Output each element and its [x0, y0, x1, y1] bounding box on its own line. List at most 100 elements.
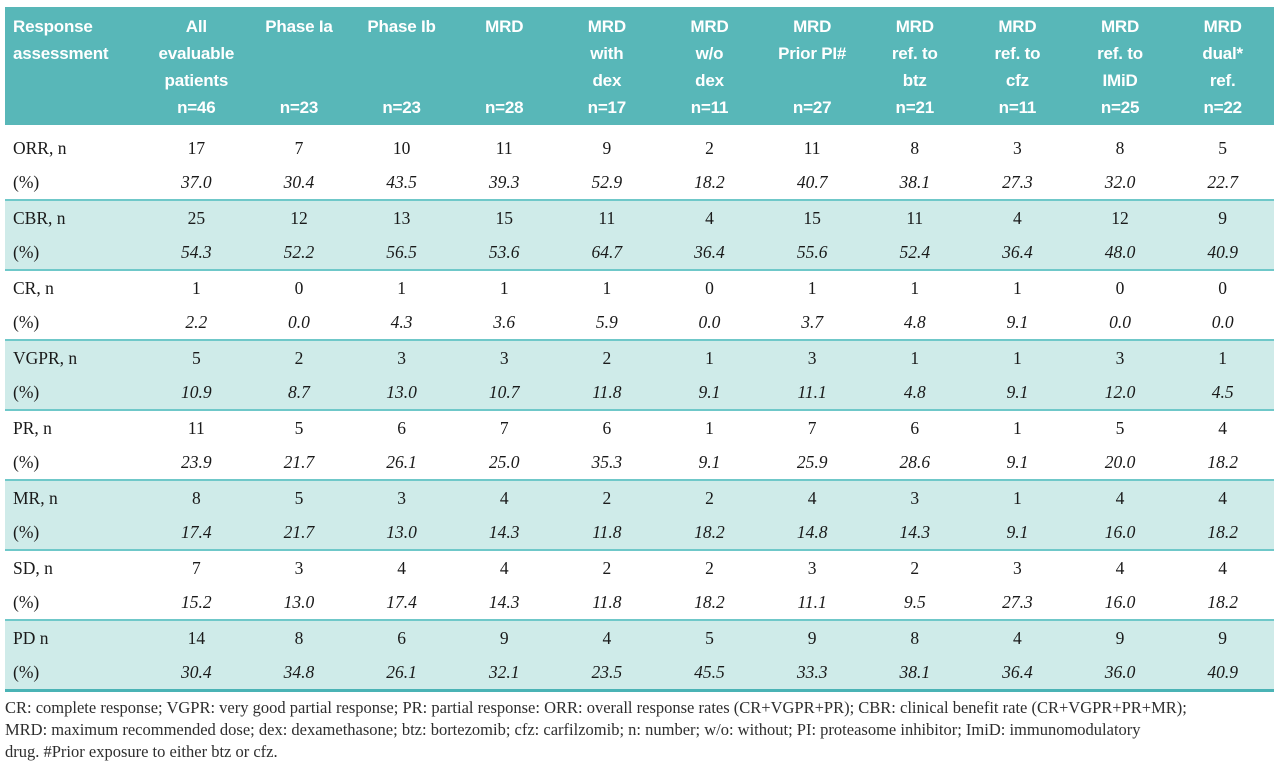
- data-cell: 9.1: [1006, 311, 1029, 332]
- row-label: (%): [13, 521, 40, 542]
- header-line: dex: [695, 70, 724, 90]
- response-assessment-table: Response assessment All evaluable patients n…: [5, 7, 1274, 763]
- data-cell: 11: [495, 137, 513, 158]
- data-cell: 9: [1218, 207, 1228, 228]
- header-line: n=21: [895, 97, 935, 117]
- table-row: PD n 14 8 6 9 4 5 9 8 4 9 9: [5, 621, 1274, 655]
- data-cell: 1: [1013, 487, 1022, 508]
- data-cell: 3: [1115, 347, 1125, 368]
- data-cell: 18.2: [694, 521, 725, 542]
- header-line: Prior PI#: [778, 43, 847, 63]
- data-cell: 10.7: [488, 381, 520, 402]
- data-cell: 27.3: [1002, 591, 1033, 612]
- data-cell: 23.9: [181, 451, 212, 472]
- header-line: MRD: [485, 16, 524, 36]
- data-cell: 0: [1115, 277, 1125, 298]
- header-cell: MRD n=28: [453, 13, 556, 121]
- data-cell: 13.0: [386, 521, 417, 542]
- header-line: MRD: [1100, 16, 1140, 36]
- row-label: SD, n: [13, 557, 53, 578]
- header-line: ref. to: [994, 43, 1041, 63]
- data-cell: 13.0: [386, 381, 417, 402]
- header-line: n=22: [1203, 97, 1242, 117]
- data-cell: 1: [1218, 347, 1228, 368]
- row-label: (%): [13, 591, 40, 612]
- data-cell: 52.2: [283, 241, 315, 262]
- data-cell: 0.0: [698, 311, 721, 332]
- row-label: CR, n: [13, 277, 54, 298]
- data-cell: 11.8: [592, 381, 622, 402]
- data-cell: 3: [397, 487, 406, 508]
- data-cell: 21.7: [283, 521, 315, 542]
- table-row: (%) 37.0 30.4 43.5 39.3 52.9 18.2 40.7 38.1 27.3 3…: [5, 165, 1274, 199]
- table-footnote: CR: complete response; VGPR: very good p…: [5, 697, 1274, 763]
- data-cell: 14.3: [488, 591, 520, 612]
- row-group: PR, n 11 5 6 7 6 1 7 6 1 5 4 (%) 23.9 21.7 26.1 25.0 35.3…: [5, 411, 1274, 481]
- data-cell: 0: [705, 277, 714, 298]
- data-cell: 13: [392, 207, 411, 228]
- data-cell: 2: [602, 347, 612, 368]
- data-cell: 1: [705, 417, 714, 438]
- header-cell-response-assessment: Response assessment: [5, 13, 145, 121]
- header-line: n=23: [382, 97, 421, 117]
- data-cell: 3: [910, 487, 920, 508]
- data-cell: 3.7: [801, 311, 824, 332]
- row-label: CBR, n: [13, 207, 66, 228]
- data-cell: 34.8: [283, 661, 315, 682]
- header-line: with: [590, 43, 624, 63]
- header-line: ref. to: [891, 43, 938, 63]
- table-row: MR, n 8 5 3 4 2 2 4 3 1 4 4: [5, 481, 1274, 515]
- header-line: IMiD: [1102, 70, 1138, 90]
- data-cell: 1: [910, 277, 920, 298]
- header-line: btz: [902, 70, 927, 90]
- data-cell: 32.1: [488, 661, 520, 682]
- data-cell: 43.5: [386, 171, 417, 192]
- row-label: VGPR, n: [13, 347, 78, 368]
- row-label: (%): [13, 661, 40, 682]
- table-row: ORR, n 17 7 10 11 9 2 11 8 3 8 5: [5, 131, 1274, 165]
- data-cell: 26.1: [386, 451, 417, 472]
- data-cell: 17.4: [386, 591, 417, 612]
- data-cell: 17: [187, 137, 206, 158]
- data-cell: 53.6: [488, 241, 520, 262]
- data-cell: 4: [1218, 557, 1228, 578]
- data-cell: 20.0: [1104, 451, 1136, 472]
- data-cell: 64.7: [591, 241, 623, 262]
- table-header: Response assessment All evaluable patients n…: [5, 7, 1274, 125]
- data-cell: 8: [294, 627, 304, 648]
- data-cell: 5.9: [595, 311, 618, 332]
- data-cell: 7: [191, 557, 201, 578]
- data-cell: 55.6: [796, 241, 828, 262]
- header-cell: MRD ref. to IMiD n=25: [1069, 13, 1172, 121]
- data-cell: 4: [1218, 417, 1228, 438]
- header-line: MRD: [793, 16, 832, 36]
- data-cell: 1: [602, 277, 612, 298]
- data-cell: 2: [705, 557, 714, 578]
- data-cell: 8: [910, 137, 920, 158]
- data-cell: 3: [807, 347, 817, 368]
- data-cell: 15: [803, 207, 821, 228]
- data-cell: 11: [598, 207, 616, 228]
- data-cell: 56.5: [386, 241, 417, 262]
- data-cell: 0: [1218, 277, 1228, 298]
- data-cell: 9.1: [1006, 381, 1029, 402]
- data-cell: 12: [1111, 207, 1129, 228]
- data-cell: 45.5: [694, 661, 725, 682]
- data-cell: 22.7: [1207, 171, 1238, 192]
- table-row: (%) 17.4 21.7 13.0 14.3 11.8 18.2 14.8 14.3 9.1 16…: [5, 515, 1274, 549]
- data-cell: 18.2: [1207, 521, 1238, 542]
- row-group: PD n 14 8 6 9 4 5 9 8 4 9 9 (%) 30.4 34.8 26.1 32.1 23.5 4…: [5, 621, 1274, 692]
- data-cell: 1: [807, 277, 817, 298]
- data-cell: 4: [499, 557, 509, 578]
- row-label: (%): [13, 311, 40, 332]
- data-cell: 4: [1013, 207, 1022, 228]
- data-cell: 17.4: [181, 521, 212, 542]
- data-cell: 2: [602, 487, 612, 508]
- footnote-line: MRD: maximum recommended dose; dex: dexa…: [5, 720, 1141, 739]
- data-cell: 11.1: [797, 381, 827, 402]
- data-cell: 26.1: [386, 661, 417, 682]
- data-cell: 0.0: [288, 311, 310, 332]
- data-cell: 0: [294, 277, 304, 298]
- data-cell: 1: [1013, 417, 1022, 438]
- data-cell: 1: [1013, 277, 1022, 298]
